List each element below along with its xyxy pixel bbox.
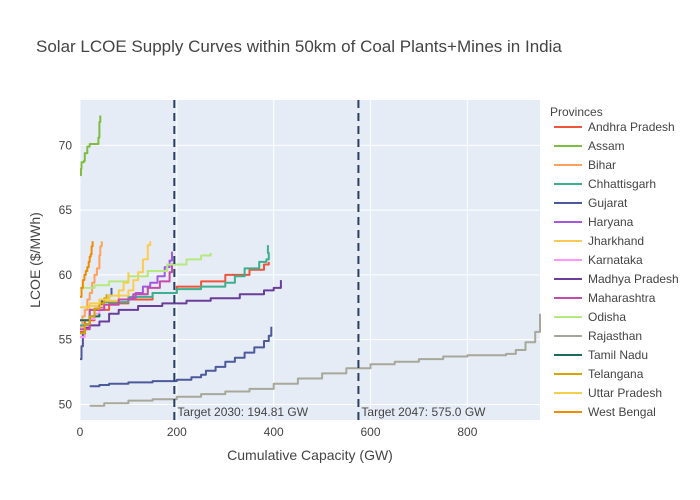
legend-label: Jharkhand xyxy=(588,234,644,248)
series-line-uttar-pradesh xyxy=(80,272,130,309)
series-line-unlabelled-16 xyxy=(89,326,273,388)
x-tick-label: 0 xyxy=(77,425,84,439)
legend-item-chhattisgarh[interactable]: Chhattisgarh xyxy=(554,177,656,191)
legend-label: Maharashtra xyxy=(588,291,656,305)
target-lines: Target 2030: 194.81 GW Target 2047: 575.0… xyxy=(173,100,486,420)
legend-label: Odisha xyxy=(588,310,626,324)
series-line-chhattisgarh xyxy=(80,245,270,327)
y-tick-label: 50 xyxy=(59,397,73,411)
y-tick-label: 55 xyxy=(59,333,73,347)
legend-item-maharashtra[interactable]: Maharashtra xyxy=(554,291,656,305)
legend[interactable]: Provinces Andhra Pradesh Assam Bihar Chhatt… xyxy=(550,105,679,419)
legend-label: Andhra Pradesh xyxy=(588,120,675,134)
legend-item-assam[interactable]: Assam xyxy=(554,139,625,153)
legend-item-andhra-pradesh[interactable]: Andhra Pradesh xyxy=(554,120,675,134)
target-annotation-2: Target 2047: 575.0 GW xyxy=(361,405,486,419)
legend-item-odisha[interactable]: Odisha xyxy=(554,310,626,324)
y-tick-label: 65 xyxy=(59,203,73,217)
legend-item-uttar-pradesh[interactable]: Uttar Pradesh xyxy=(554,386,662,400)
x-tick-label: 600 xyxy=(361,425,381,439)
x-axis-title: Cumulative Capacity (GW) xyxy=(227,447,393,463)
y-tick-label: 60 xyxy=(59,268,73,282)
series-line-bihar xyxy=(80,241,103,328)
grid-lines xyxy=(79,100,540,420)
legend-label: Telangana xyxy=(588,367,644,381)
legend-item-bihar[interactable]: Bihar xyxy=(554,158,616,172)
legend-label: Karnataka xyxy=(588,253,643,267)
x-tick-label: 800 xyxy=(457,425,477,439)
legend-label: West Bengal xyxy=(588,405,656,419)
legend-label: Gujarat xyxy=(588,196,628,210)
plot-area xyxy=(80,100,540,420)
series-line-odisha xyxy=(80,252,212,289)
legend-item-telangana[interactable]: Telangana xyxy=(554,367,644,381)
series-line-rajasthan xyxy=(89,313,541,407)
legend-label: Uttar Pradesh xyxy=(588,386,662,400)
legend-item-west-bengal[interactable]: West Bengal xyxy=(554,405,656,419)
chart-title: Solar LCOE Supply Curves within 50km of … xyxy=(36,37,562,56)
legend-item-karnataka[interactable]: Karnataka xyxy=(554,253,643,267)
legend-title: Provinces xyxy=(550,105,603,119)
legend-label: Chhattisgarh xyxy=(588,177,656,191)
legend-item-madhya-pradesh[interactable]: Madhya Pradesh xyxy=(554,272,679,286)
legend-item-tamil-nadu[interactable]: Tamil Nadu xyxy=(554,348,648,362)
legend-item-jharkhand[interactable]: Jharkhand xyxy=(554,234,644,248)
target-annotation-1: Target 2030: 194.81 GW xyxy=(177,405,308,419)
legend-item-rajasthan[interactable]: Rajasthan xyxy=(554,329,642,343)
legend-label: Madhya Pradesh xyxy=(588,272,679,286)
series-line-west-bengal xyxy=(80,241,94,298)
legend-item-haryana[interactable]: Haryana xyxy=(554,215,634,229)
legend-label: Assam xyxy=(588,139,625,153)
series-line-madhya-pradesh xyxy=(80,280,282,335)
y-tick-label: 70 xyxy=(59,138,73,152)
legend-label: Bihar xyxy=(588,158,616,172)
legend-label: Tamil Nadu xyxy=(588,348,648,362)
series-line-telangana xyxy=(80,294,108,335)
legend-label: Haryana xyxy=(588,215,634,229)
legend-label: Rajasthan xyxy=(588,329,642,343)
y-axis-title: LCOE ($/MWh) xyxy=(27,212,43,308)
x-axis-ticks: 0 200 400 600 800 xyxy=(77,425,478,439)
x-tick-label: 200 xyxy=(167,425,187,439)
y-axis-ticks: 50 55 60 65 70 xyxy=(59,138,73,411)
legend-item-gujarat[interactable]: Gujarat xyxy=(554,196,628,210)
x-tick-label: 400 xyxy=(264,425,284,439)
series-line-assam xyxy=(80,115,102,177)
series-line-haryana xyxy=(128,251,173,300)
series-lines xyxy=(80,115,541,407)
series-line-maharashtra xyxy=(80,263,173,331)
